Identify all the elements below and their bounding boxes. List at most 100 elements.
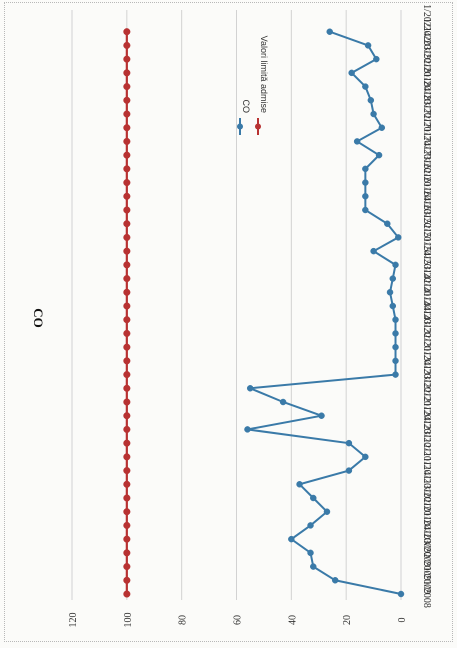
value-tick-label: 80 [178,615,189,625]
category-tick-label: 4/2011 [421,416,432,443]
data-point-co [392,330,399,337]
data-point-limit [123,247,131,255]
series-layer [123,28,405,598]
data-point-co [362,83,369,90]
category-tick-label: 3/2010 [421,484,432,512]
category-tick-label: 3/2017 [421,100,432,128]
data-point-limit [123,55,131,63]
category-tick-label: 2/2015 [421,224,432,252]
data-point-limit [123,275,131,283]
data-point-limit [123,137,131,145]
data-point-limit [123,192,131,200]
data-point-limit [123,412,131,420]
data-point-limit [123,96,131,104]
data-point-limit [123,41,131,49]
data-point-co [246,385,254,392]
data-point-co [370,247,377,255]
data-point-co [362,179,369,186]
category-tick-label: 2/2011 [421,443,432,470]
category-tick-label: 1/2008 [421,580,432,608]
value-tick-label: 40 [287,615,298,625]
category-tick-label: 1/2020 [421,18,432,46]
category-axis-ticks: 1/20081/20092/20093/20094/20091/20102/20… [421,4,432,608]
data-point-co [392,261,399,269]
data-point-co [362,165,369,173]
data-point-co [323,508,331,515]
data-point-limit [123,480,131,488]
data-point-co [378,124,386,131]
value-tick-label: 60 [233,615,244,625]
data-point-co [353,138,361,145]
data-point-limit [123,576,131,584]
data-point-limit [123,343,131,351]
data-point-limit [123,288,131,296]
category-tick-label: 4/2019 [421,32,432,60]
data-point-co [397,590,405,598]
category-tick-label: 3/2011 [421,429,432,456]
category-tick-label: 3/2009 [421,539,432,567]
data-point-co [310,563,317,570]
data-point-limit [123,206,131,214]
data-point-co [307,522,314,529]
data-point-limit [123,398,131,406]
data-point-co [384,220,391,227]
category-tick-label: 4/2014 [421,251,432,279]
data-point-limit [123,151,131,159]
category-tick-label: 1/2015 [421,237,432,265]
value-tick-label: 20 [342,615,353,625]
data-point-co [364,42,372,49]
data-point-co [386,289,394,296]
category-tick-label: 1/2013 [421,347,432,375]
data-point-co [288,535,295,543]
category-tick-label: 1/2011 [421,457,432,484]
data-point-limit [123,302,131,310]
data-point-limit [123,165,131,173]
category-tick-label: 3/2015 [421,210,432,238]
data-point-co [326,28,333,35]
category-tick-label: 4/2013 [421,306,432,334]
data-point-limit [123,124,131,132]
gridlines [71,10,402,600]
data-point-limit [123,110,131,118]
data-point-co [392,357,399,365]
category-tick-label: 4/2010 [421,470,432,498]
category-tick-label: 1/2014 [421,292,432,320]
value-tick-label: 100 [123,613,134,628]
data-point-co [362,453,369,461]
category-tick-label: 1/2010 [421,512,432,540]
data-point-limit [123,179,131,187]
category-tick-label: 1/2009 [421,566,432,594]
category-tick-label: 4/2015 [421,196,432,224]
category-tick-label: 4/2016 [421,141,432,169]
data-point-co [296,481,303,488]
data-point-co [389,302,397,310]
value-axis-ticks: 0 20 40 60 80 100 120 [68,613,408,628]
legend-swatch-marker [237,123,243,130]
data-point-limit [123,521,131,529]
value-tick-label: 120 [68,613,79,628]
data-point-co [362,193,369,200]
category-tick-label: 4/2017 [421,86,432,114]
data-point-limit [123,439,131,447]
data-point-limit [123,494,131,502]
data-point-co [373,55,380,63]
data-point-co [392,343,399,351]
chart-frame [4,2,453,642]
data-point-co [375,151,383,159]
data-point-limit [123,371,131,379]
category-tick-label: 3/2014 [421,265,432,293]
category-tick-label: 2/2010 [421,498,432,526]
data-point-co [345,439,353,447]
data-point-limit [123,233,131,241]
data-point-limit [123,316,131,324]
category-tick-label: 3/2018 [421,45,432,73]
category-tick-label: 2/2017 [421,114,432,142]
category-tick-label: 1/2021 [421,4,432,32]
data-point-co [331,577,339,584]
legend-label: Valori limită admise [259,36,269,113]
category-tick-label: 1/2018 [421,73,432,101]
category-tick-label: 2/2009 [421,553,432,581]
data-point-co [362,206,369,214]
data-point-limit [123,220,131,228]
